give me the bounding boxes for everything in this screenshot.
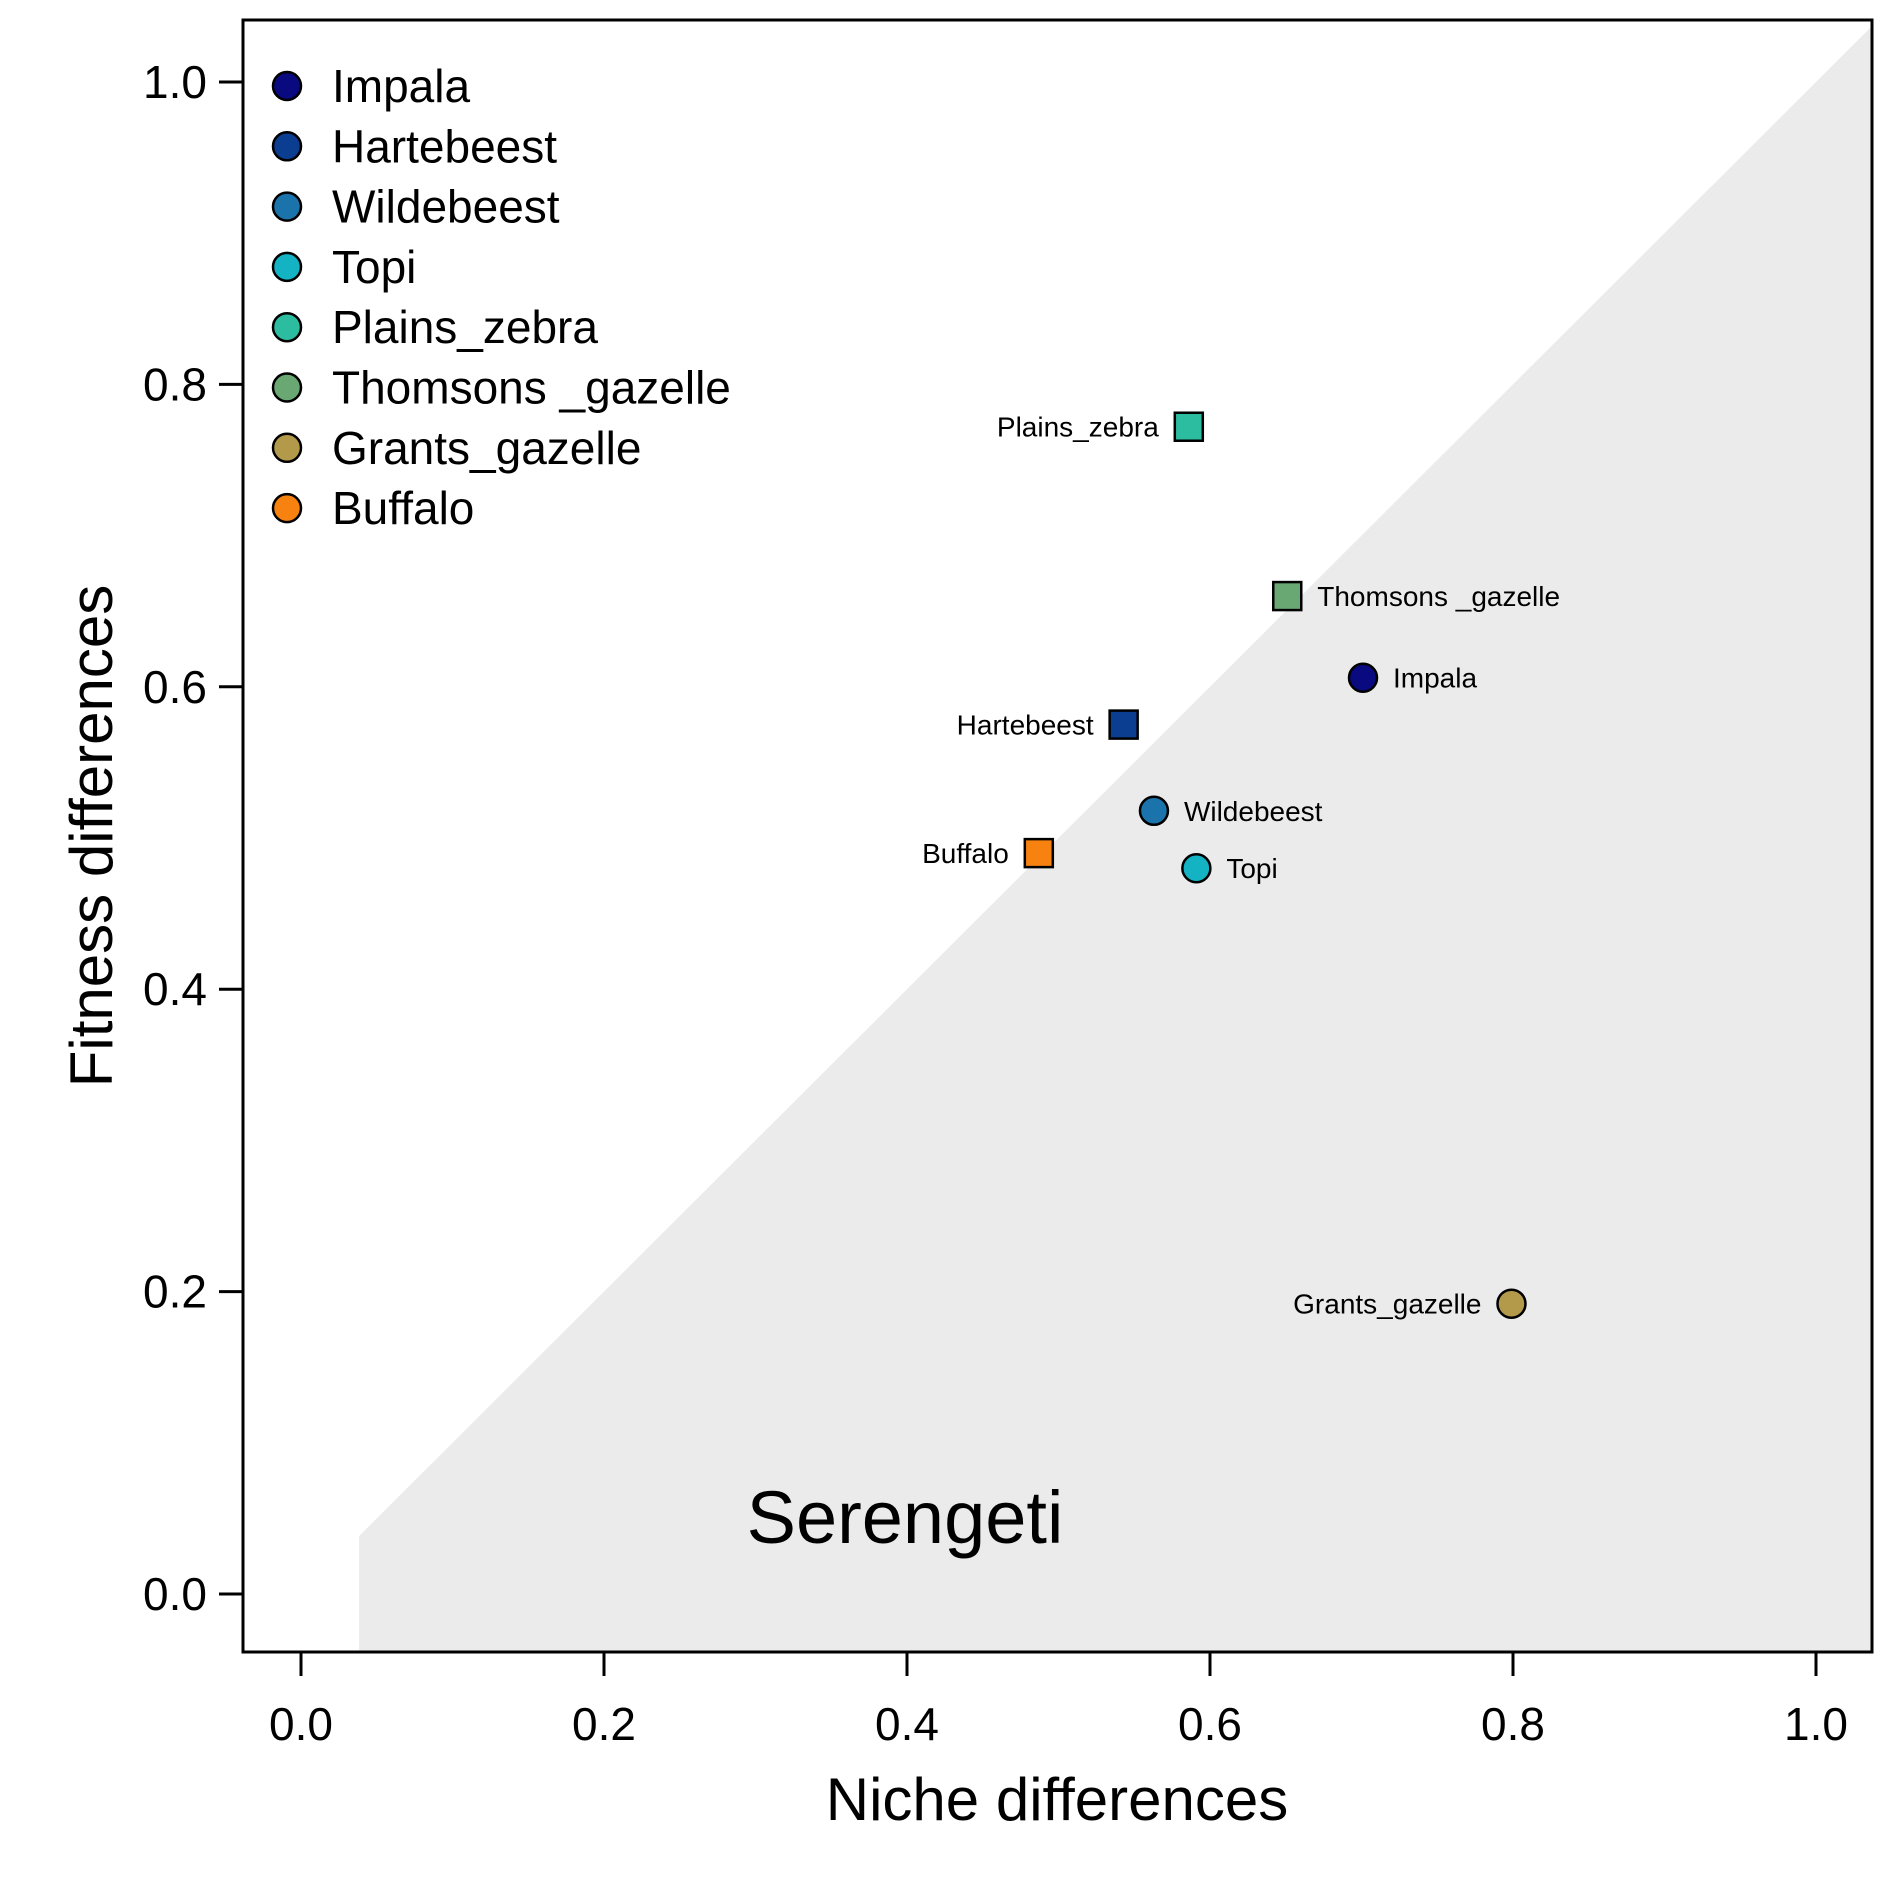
point-grants-gazelle [1496,1288,1527,1319]
legend-label-grants-gazelle: Grants_gazelle [332,422,641,474]
x-tick-label: 0.8 [1481,1698,1545,1750]
legend-marker-impala [271,70,303,102]
legend-marker-topi [271,251,303,283]
y-tick-label: 1.0 [143,56,207,108]
point-label-plains-zebra: Plains_zebra [997,412,1159,443]
point-label-topi: Topi [1226,853,1277,884]
point-label-thomsons-gazelle: Thomsons _gazelle [1317,581,1560,612]
x-tick-label: 0.4 [875,1698,939,1750]
x-tick-label: 0.6 [1178,1698,1242,1750]
x-tick-label: 0.0 [269,1698,333,1750]
y-tick-label: 0.0 [143,1568,207,1620]
y-tick-label: 0.8 [143,358,207,410]
point-impala [1347,662,1379,693]
point-plains-zebra [1173,411,1205,442]
legend-label-topi: Topi [332,241,416,293]
point-label-wildebeest: Wildebeest [1184,796,1323,827]
y-tick-label: 0.2 [143,1266,207,1318]
point-wildebeest [1138,795,1170,827]
point-buffalo [1023,837,1055,869]
legend-marker-wildebeest [271,191,303,222]
x-tick-label: 1.0 [1784,1698,1848,1750]
legend-label-plains-zebra: Plains_zebra [332,301,598,353]
data-points: Impala Hartebeest Wildebeest Topi Plains_zeb… [922,411,1560,1320]
point-hartebeest [1108,709,1139,740]
legend-label-hartebeest: Hartebeest [332,120,557,172]
panel-annotation: Serengeti [747,1476,1064,1559]
point-topi [1181,852,1212,884]
below-diagonal-region [359,26,1872,1653]
point-label-buffalo: Buffalo [922,838,1009,869]
point-label-impala: Impala [1393,663,1477,694]
x-tick-label: 0.2 [572,1698,636,1750]
y-axis: 0.0 0.2 0.4 0.6 0.8 1.0 [143,56,245,1620]
legend-marker-thomsons-gazelle [271,372,303,403]
legend-marker-plains-zebra [271,311,303,343]
legend-label-buffalo: Buffalo [332,482,474,534]
y-tick-label: 0.6 [143,661,207,713]
legend-marker-hartebeest [271,131,303,162]
legend-label-impala: Impala [332,60,470,112]
point-label-hartebeest: Hartebeest [957,710,1094,741]
y-axis-title: Fitness differences [58,585,125,1087]
legend-marker-buffalo [271,492,303,524]
point-label-grants-gazelle: Grants_gazelle [1293,1289,1481,1320]
legend-label-wildebeest: Wildebeest [332,181,560,233]
point-thomsons-gazelle [1272,580,1303,612]
x-axis-title: Niche differences [826,1766,1288,1833]
legend-marker-grants-gazelle [271,432,303,464]
x-axis: 0.0 0.2 0.4 0.6 0.8 1.0 [269,1650,1848,1750]
legend-label-thomsons-gazelle: Thomsons _gazelle [332,362,731,414]
y-tick-label: 0.4 [143,963,207,1015]
legend: Impala Hartebeest Wildebeest Topi Plains_zeb… [271,60,731,534]
